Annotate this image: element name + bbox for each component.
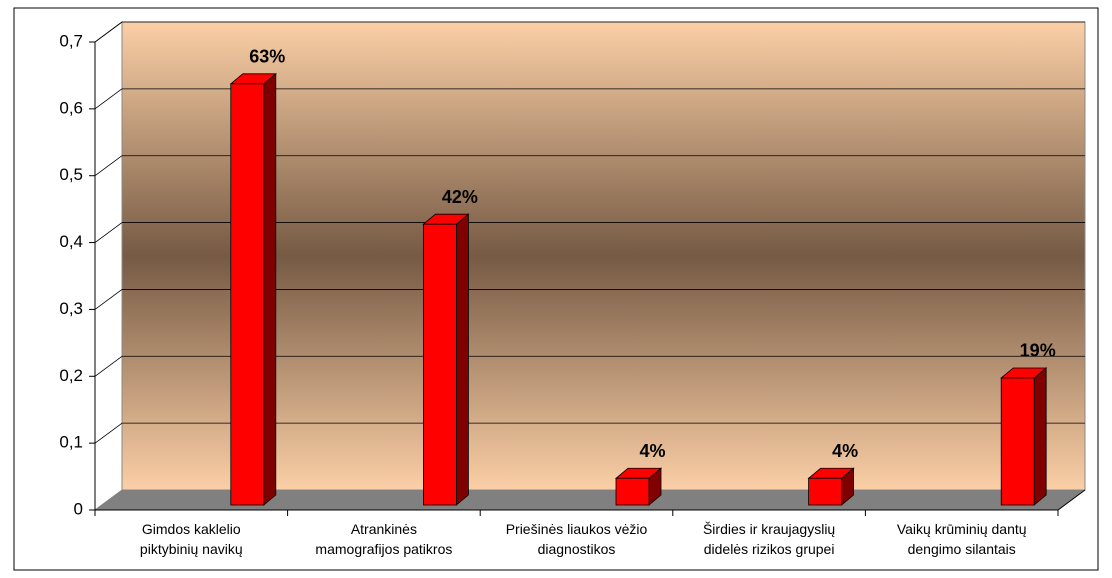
bar xyxy=(615,477,650,506)
x-tick-label: Gimdos kaklelio piktybinių navikų xyxy=(140,521,243,557)
y-tick-label: 0,3 xyxy=(59,299,83,318)
x-tick-label-line: piktybinių navikų xyxy=(140,541,243,557)
value-label: 4% xyxy=(832,441,858,461)
x-tick-label-line: didelės rizikos grupei xyxy=(704,541,835,557)
grid-line-side xyxy=(94,222,123,243)
x-tick-label-line: Gimdos kaklelio xyxy=(142,521,241,537)
y-tick-label: 0,1 xyxy=(59,433,83,452)
y-tick-label: 0,2 xyxy=(59,366,83,385)
grid-line-side xyxy=(94,422,123,444)
back-wall xyxy=(121,21,1086,491)
y-tick-label: 0,5 xyxy=(59,165,83,184)
bar xyxy=(1000,377,1035,506)
x-tick-label: Vaikų krūminių dantų dengimo silantais xyxy=(897,521,1027,557)
x-tick-label: Širdies ir kraujagyslių didelės rizikos g… xyxy=(703,521,835,557)
value-label: 19% xyxy=(1020,341,1056,361)
bar-side xyxy=(1033,367,1047,506)
x-tick-label-line: mamografijos patikros xyxy=(315,541,452,557)
x-tick-label-line: Širdies ir kraujagyslių xyxy=(703,521,835,537)
x-tick-label-line: diagnostikos xyxy=(538,541,616,557)
x-tick-label-line: Atrankinės xyxy=(351,521,417,537)
bar-side xyxy=(263,72,277,506)
value-label: 63% xyxy=(249,47,285,67)
x-tick-label: Priešinės liaukos vėžio diagnostikos xyxy=(506,521,648,557)
side-wall xyxy=(94,21,123,511)
grid-line-side xyxy=(94,21,123,43)
value-label: 42% xyxy=(442,187,478,207)
x-tick-label-line: Vaikų krūminių dantų xyxy=(897,521,1027,537)
y-tick-label: 0,7 xyxy=(59,31,83,50)
grid-line-side xyxy=(94,355,123,377)
y-tick-label: 0,4 xyxy=(59,232,83,251)
bar xyxy=(422,223,457,506)
y-tick-label: 0,6 xyxy=(59,98,83,117)
x-tick-label-line: Priešinės liaukos vėžio xyxy=(506,521,648,537)
y-tick-label: 0 xyxy=(74,499,83,518)
x-tick-label-line: dengimo silantais xyxy=(908,541,1016,557)
value-label: 4% xyxy=(639,441,665,461)
bar-side xyxy=(455,213,469,506)
bar xyxy=(808,477,842,506)
plot: 0 0,1 0,2 0,3 0,4 0,5 0,6 0,7 Gimdos kaklelio pik… xyxy=(59,21,1086,557)
grid-line-side xyxy=(94,289,123,310)
floor-edge xyxy=(1057,489,1086,511)
grid-line-side xyxy=(94,155,123,177)
bar xyxy=(230,83,265,506)
x-tick-label: Atrankinės mamografijos patikros xyxy=(315,521,452,557)
grid-line-side xyxy=(94,88,123,110)
